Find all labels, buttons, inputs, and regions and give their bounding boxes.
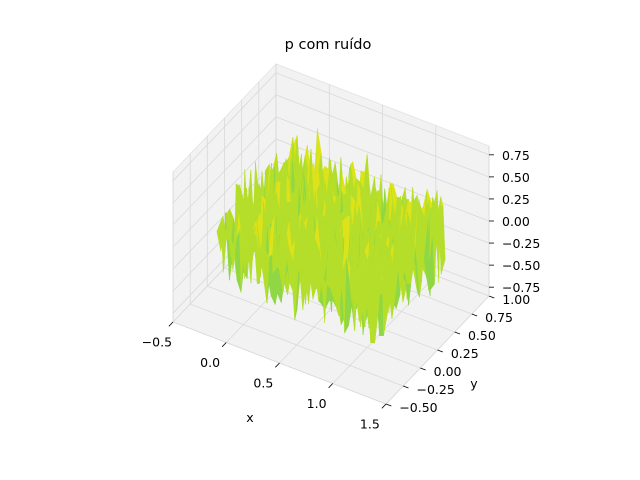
z-tick-label: 0.25 [502,192,530,207]
x-tick-label: 0.0 [200,355,220,370]
z-tick-label: 0.50 [502,170,530,185]
y-tick-label: −0.25 [416,382,454,397]
y-tick-mark [437,349,443,353]
x-tick-mark [328,383,334,389]
x-axis-label: x [246,410,253,425]
x-tick-mark [221,342,227,348]
y-axis-label: y [470,376,478,391]
y-tick-mark [385,403,392,407]
chart-title: p com ruído [285,37,372,53]
z-tick-label: 0.75 [502,148,530,163]
y-tick-label: 0.50 [468,328,496,343]
y-gridline [189,154,404,387]
y-tick-label: 0.75 [485,310,513,325]
x-tick-label: 0.5 [253,375,273,390]
z-gridline [172,72,490,182]
y-tick-mark [420,367,426,371]
z-tick-label: −0.25 [502,236,540,251]
z-gridline [172,94,490,204]
z-tick-label: −0.50 [502,258,540,273]
x-tick-label: −0.5 [142,334,172,349]
x-tick-label: 1.5 [360,416,380,431]
x-tick-label: 1.0 [307,396,327,411]
y-gridline [224,118,438,351]
x-tick-mark [275,362,280,368]
y-tick-label: 0.25 [451,346,479,361]
z-tick-label: 0.00 [502,214,530,229]
y-tick-label: −0.50 [399,400,437,415]
y-tick-mark [403,385,409,389]
z-gridline [172,138,490,248]
axes-ticks: −0.5 0.0 0.5 1.0 1.5 −0.50 −0.25 0.00 0.25 0.50 0.… [142,146,540,431]
z-gridline [172,116,490,226]
y-tick-mark [454,331,461,335]
y-tick-mark [471,313,478,317]
x-tick-mark [381,403,387,409]
surface-mesh [216,128,446,344]
surface-facet [372,271,379,344]
z-tick-label: −0.75 [502,280,540,295]
y-tick-label: 1.00 [502,292,530,307]
y-tick-label: 0.00 [434,364,462,379]
y-gridline [206,136,421,369]
x-tick-mark [168,321,174,327]
y-tick-mark [488,295,495,299]
